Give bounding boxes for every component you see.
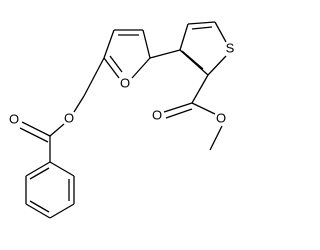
molecule-diagram: S O O O O O <box>9 21 235 219</box>
atom-label: S <box>226 40 235 55</box>
atom-label: O <box>9 111 19 126</box>
atom-label: O <box>64 110 74 125</box>
atom-label: O <box>120 75 130 90</box>
bonds <box>19 21 227 219</box>
atom-label: O <box>152 107 162 122</box>
atom-label: O <box>216 110 226 125</box>
